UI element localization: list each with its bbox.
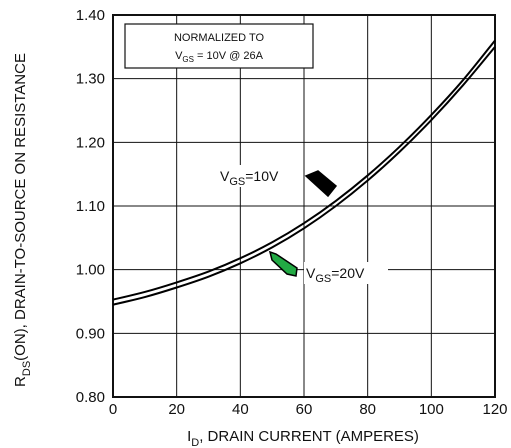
x-tick-label: 80: [359, 401, 376, 418]
y-tick-label: 1.00: [76, 262, 105, 279]
series-20v-main: V: [306, 265, 316, 281]
series-10v-main: V: [220, 168, 230, 184]
note-line-2-rest: = 10V @ 26A: [194, 50, 264, 62]
x-axis-title: ID, DRAIN CURRENT (AMPERES): [187, 428, 419, 448]
x-tick-labels: 0 20 40 60 80 100 120: [109, 401, 508, 418]
series-10v-sub: GS: [229, 176, 245, 188]
note-line-2: VGS = 10V @ 26A: [175, 50, 264, 64]
series-lines: [112, 39, 496, 306]
x-tick-label: 0: [109, 401, 117, 418]
y-tick-label: 1.30: [76, 71, 105, 88]
series-line-0: [112, 39, 496, 301]
y-axis-title-sub: DS: [21, 361, 33, 376]
svg-text:VGS=20V: VGS=20V: [306, 265, 365, 285]
y-tick-label: 0.80: [76, 389, 105, 406]
series-20v-rest: =20V: [331, 265, 365, 281]
x-axis-title-main: I: [187, 428, 191, 445]
series-label-vgs-20v: VGS=20V: [304, 262, 388, 285]
y-axis-title-rest: (ON), DRAIN-TO-SOURCE ON RESISTANCE: [12, 53, 29, 361]
note-line-1: NORMALIZED TO: [174, 32, 264, 44]
note-vgs-sub: GS: [182, 55, 194, 64]
x-tick-label: 40: [232, 401, 249, 418]
y-tick-label: 0.90: [76, 325, 105, 342]
y-tick-labels: 0.80 0.90 1.00 1.10 1.20 1.30 1.40: [76, 7, 105, 406]
svg-text:VGS=10V: VGS=10V: [220, 168, 279, 188]
y-tick-label: 1.10: [76, 198, 105, 215]
x-axis-title-rest: , DRAIN CURRENT (AMPERES): [199, 428, 419, 445]
arrow-vgs-20v: [268, 250, 298, 277]
x-axis-title-sub: D: [191, 437, 199, 448]
grid-lines: [113, 15, 495, 397]
series-20v-sub: GS: [315, 273, 331, 285]
x-tick-label: 120: [482, 401, 507, 418]
series-10v-rest: =10V: [245, 168, 279, 184]
series-label-vgs-10v: VGS=10V: [219, 165, 303, 188]
x-tick-label: 100: [419, 401, 444, 418]
x-tick-label: 20: [168, 401, 185, 418]
plot-frame: [112, 14, 496, 398]
y-axis-title: RDS(ON), DRAIN-TO-SOURCE ON RESISTANCE: [12, 53, 33, 387]
series-line-1: [112, 46, 496, 306]
y-tick-label: 1.40: [76, 7, 105, 24]
normalization-note: NORMALIZED TO VGS = 10V @ 26A: [124, 23, 314, 69]
arrow-vgs-10v: [304, 170, 338, 198]
note-vgs-main: V: [175, 50, 183, 62]
y-tick-label: 1.20: [76, 134, 105, 151]
y-axis-title-main: R: [12, 376, 29, 387]
x-tick-label: 60: [296, 401, 313, 418]
